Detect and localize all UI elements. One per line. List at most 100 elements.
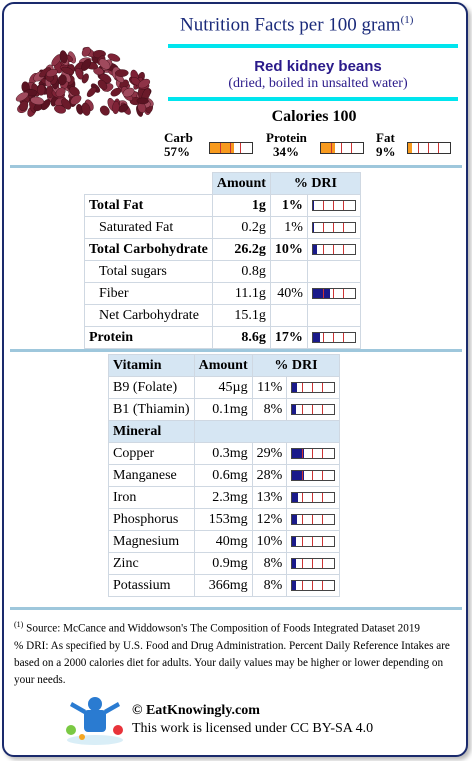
table-row: Phosphorus 153mg 12% — [108, 508, 341, 531]
dri-bar-cell — [286, 398, 341, 421]
dri-bar-cell — [306, 260, 361, 283]
section-divider-3 — [10, 607, 462, 610]
macro-bar-fill — [210, 143, 234, 153]
nutrient-amount: 26.2g — [211, 238, 271, 261]
macro-fat-bar — [407, 142, 451, 154]
dri-bar-cell — [286, 552, 341, 575]
dri-bar — [291, 579, 336, 591]
nutrient-name: B9 (Folate) — [108, 376, 195, 399]
macro-carb: Carb 57% — [164, 131, 193, 159]
dri-bar — [311, 331, 356, 343]
macro-protein-bar — [320, 142, 364, 154]
macro-protein-label: Protein — [266, 130, 307, 145]
nutrient-amount: 0.1mg — [193, 398, 253, 421]
nutrient-dri: 29% — [251, 442, 288, 465]
dri-bar — [311, 221, 356, 233]
nutrient-dri: 8% — [251, 398, 288, 421]
table-row: Total sugars 0.8g — [84, 260, 361, 283]
mineral-header: Mineral — [108, 420, 195, 443]
page-title: Nutrition Facts per 100 gram(1) — [180, 14, 414, 36]
nutrient-dri: 12% — [251, 508, 288, 531]
macro-bar-fill — [321, 143, 336, 153]
dri-bar — [291, 469, 336, 481]
brand-site[interactable]: © EatKnowingly.com — [132, 703, 260, 718]
brand-block: © EatKnowingly.com This work is licensed… — [132, 702, 373, 738]
nutrient-amount: 0.3mg — [193, 442, 253, 465]
table-row: Net Carbohydrate 15.1g — [84, 304, 361, 327]
nutrient-amount: 45µg — [193, 376, 253, 399]
nutrient-dri: 8% — [251, 574, 288, 597]
nutrient-dri — [269, 304, 308, 327]
table-row: Iron 2.3mg 13% — [108, 486, 341, 509]
macro-carb-bar — [209, 142, 253, 154]
table-row: Zinc 0.9mg 8% — [108, 552, 341, 575]
nutrient-name: Zinc — [108, 552, 195, 575]
eatknowingly-logo-icon — [66, 697, 123, 745]
dri-header: % DRI — [269, 172, 361, 195]
table-row: B9 (Folate) 45µg 11% — [108, 376, 341, 399]
nutrient-dri: 28% — [251, 464, 288, 487]
nutrient-amount: 153mg — [193, 508, 253, 531]
blank-header-cell — [84, 172, 213, 195]
nutrient-dri: 1% — [269, 216, 308, 239]
nutrient-amount: 0.2g — [211, 216, 271, 239]
table-row: Total Carbohydrate 26.2g 10% — [84, 238, 361, 261]
nutrient-dri: 40% — [269, 282, 308, 305]
nutrient-amount: 40mg — [193, 530, 253, 553]
dri-bar — [291, 535, 336, 547]
table-row: Potassium 366mg 8% — [108, 574, 341, 597]
macro-protein: Protein 34% — [266, 131, 307, 159]
dri-bar-cell — [306, 304, 361, 327]
dri-bar-cell — [286, 508, 341, 531]
nutrient-name: Fiber — [84, 282, 213, 305]
table-row: Protein 8.6g 17% — [84, 326, 361, 349]
nutrient-dri: 13% — [251, 486, 288, 509]
dri-bar — [291, 381, 336, 393]
dri-bar-cell — [286, 574, 341, 597]
dri-bar — [311, 199, 356, 211]
nutrient-name: B1 (Thiamin) — [108, 398, 195, 421]
dri-bar-cell — [286, 486, 341, 509]
nutrient-amount: 0.6mg — [193, 464, 253, 487]
nutrient-dri — [269, 260, 308, 283]
nutrient-amount: 0.8g — [211, 260, 271, 283]
kidney-beans-image — [15, 46, 154, 117]
macro-fat: Fat 9% — [376, 131, 396, 159]
micronutrient-table: Vitamin Amount % DRI B9 (Folate) 45µg 11% B… — [108, 354, 341, 597]
macronutrient-table: Amount % DRI Total Fat 1g 1% Saturated Fat 0… — [84, 172, 361, 349]
food-name: Red kidney beans — [254, 58, 382, 75]
dri-bar — [311, 243, 356, 255]
license-text: This work is licensed under CC BY-SA 4.0 — [132, 721, 374, 736]
table-row: Saturated Fat 0.2g 1% — [84, 216, 361, 239]
dri-bar-cell — [306, 326, 361, 349]
footnote-dri: % DRI: As specified by U.S. Food and Dru… — [14, 639, 450, 686]
nutrient-dri: 1% — [269, 194, 308, 217]
macro-bar-fill — [408, 143, 412, 153]
nutrient-name: Copper — [108, 442, 195, 465]
macro-fat-label: Fat — [376, 130, 395, 145]
title-footnote-ref: (1) — [400, 14, 414, 26]
footnote: (1) Source: McCance and Widdowson's The … — [14, 616, 460, 689]
dri-bar-cell — [306, 238, 361, 261]
mid-divider — [168, 97, 458, 101]
nutrition-card: Nutrition Facts per 100 gram(1) Red kidn… — [2, 2, 468, 757]
nutrient-dri: 17% — [269, 326, 308, 349]
nutrient-amount: 15.1g — [211, 304, 271, 327]
nutrient-name: Protein — [84, 326, 213, 349]
nutrient-dri: 11% — [251, 376, 288, 399]
nutrient-name: Magnesium — [108, 530, 195, 553]
nutrient-dri: 8% — [251, 552, 288, 575]
dri-bar — [291, 513, 336, 525]
footnote-source: (1) Source: McCance and Widdowson's The … — [14, 620, 421, 635]
nutrient-name: Potassium — [108, 574, 195, 597]
dri-bar-cell — [286, 464, 341, 487]
table-row: Copper 0.3mg 29% — [108, 442, 341, 465]
nutrient-name: Net Carbohydrate — [84, 304, 213, 327]
nutrient-amount: 366mg — [193, 574, 253, 597]
nutrient-dri: 10% — [269, 238, 308, 261]
nutrient-amount: 0.9mg — [193, 552, 253, 575]
food-description: (dried, boiled in unsalted water) — [228, 76, 408, 91]
section-divider-2 — [10, 349, 462, 352]
table-row: Magnesium 40mg 10% — [108, 530, 341, 553]
dri-bar-cell — [306, 282, 361, 305]
